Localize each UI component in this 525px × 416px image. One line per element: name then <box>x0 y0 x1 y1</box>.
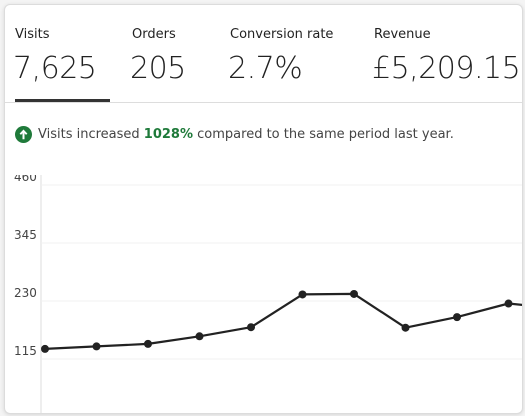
arrow-up-circle-icon <box>15 126 32 143</box>
data-point <box>298 290 307 299</box>
data-point <box>247 323 255 332</box>
stat-value: 2.7% <box>228 51 303 86</box>
stat-label: Visits <box>15 27 50 42</box>
trend-notice: Visits increased 1028% compared to the s… <box>15 126 454 146</box>
notice-suffix: compared to the same period last year. <box>193 127 454 142</box>
stat-value: £5,209.15 <box>372 51 521 86</box>
notice-prefix: Visits increased <box>38 127 144 142</box>
data-point <box>195 332 204 341</box>
stat-value: 205 <box>130 51 186 86</box>
stats-divider <box>5 102 522 103</box>
y-tick-label: 230 <box>14 286 37 300</box>
data-point <box>453 313 461 322</box>
stat-orders[interactable]: Orders 205 <box>130 5 212 102</box>
notice-text: Visits increased 1028% compared to the s… <box>38 127 454 142</box>
visits-card: Visits 7,625 Orders 205 Conversion rate … <box>4 4 523 414</box>
stat-conversion-rate[interactable]: Conversion rate 2.7% <box>228 5 350 102</box>
data-point <box>401 323 410 332</box>
stat-revenue[interactable]: Revenue £5,209.15 <box>372 5 521 102</box>
y-tick-label: 460 <box>14 175 37 184</box>
data-point <box>504 299 513 308</box>
data-point <box>41 344 49 353</box>
series-line <box>44 292 522 350</box>
y-tick-label: 115 <box>14 344 37 358</box>
selected-underline <box>15 99 110 102</box>
visits-line-chart: 115 230 345 460 <box>14 175 522 413</box>
data-point <box>92 342 101 351</box>
stat-label: Revenue <box>374 27 431 42</box>
y-tick-label: 345 <box>14 228 37 242</box>
stat-label: Conversion rate <box>230 27 334 42</box>
stat-label: Orders <box>132 27 176 42</box>
notice-percent: 1028% <box>143 127 194 142</box>
stat-visits[interactable]: Visits 7,625 <box>13 5 110 102</box>
stat-value: 7,625 <box>13 51 97 86</box>
data-point <box>350 289 358 298</box>
stats-bar: Visits 7,625 Orders 205 Conversion rate … <box>5 5 522 102</box>
data-point <box>144 339 152 348</box>
